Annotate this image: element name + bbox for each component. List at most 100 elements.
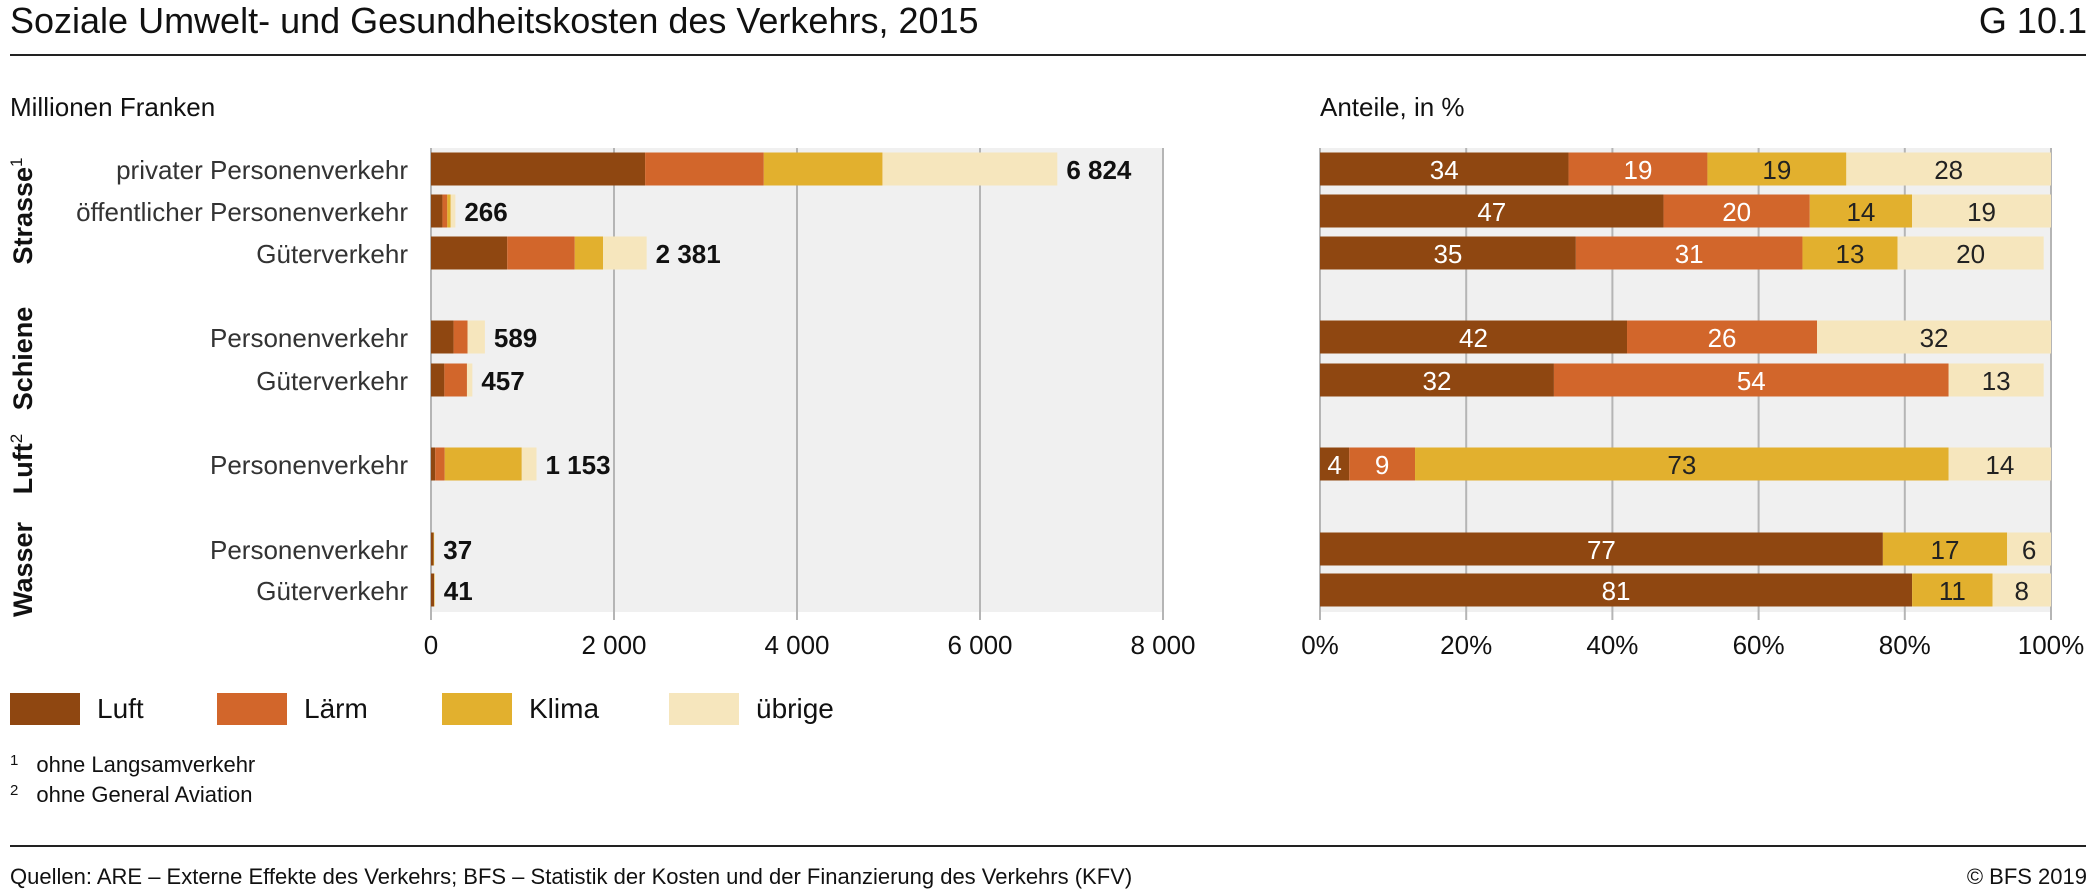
bar-pct-label: 42 [1459,323,1488,353]
bar-pct-label: 34 [1430,155,1459,185]
chart-title: Soziale Umwelt- und Gesundheitskosten de… [10,0,979,41]
bar-pct-luft [1320,152,1569,186]
bar-pct-label: 14 [1985,450,2014,480]
bar-abs-übrige [882,152,1058,186]
bar-pct-label: 73 [1667,450,1696,480]
bar-pct-übrige [1846,152,2051,186]
chart-canvas: 0 2 000 4 000 6 000 8 000 0% 20% 40% 60% 80% 100% p… [7,148,2085,660]
bar-abs-lärm [435,447,445,481]
bar-pct-label: 31 [1675,239,1704,269]
footnote-2-marker: 2 [10,782,19,799]
left-x-tick-label: 8 000 [1130,630,1195,660]
bar-pct-luft [1320,236,1576,270]
legend-label: Lärm [304,693,368,724]
bar-pct-label: 32 [1920,323,1949,353]
bar-pct-luft [1320,447,1350,481]
bar-pct-label: 19 [1762,155,1791,185]
left-x-tick-label: 2 000 [581,630,646,660]
bar-pct-label: 17 [1931,535,1960,565]
source-note: Quellen: ARE – Externe Effekte des Verke… [10,864,1133,889]
bar-abs-lärm [442,194,448,228]
bar-pct-label: 4 [1327,450,1341,480]
bar-pct-label: 6 [2022,535,2036,565]
bar-pct-label: 77 [1587,535,1616,565]
bar-abs-luft [431,573,435,607]
legend-item: übrige [669,692,834,726]
footnote-1-marker: 1 [10,752,19,769]
bar-pct-label: 35 [1433,239,1462,269]
group-label: Wasser [8,521,38,617]
left-panel-subtitle: Millionen Franken [10,92,216,122]
category-label: Personenverkehr [210,450,408,480]
bar-pct-label: 8 [2015,576,2029,606]
bar-pct-übrige [1948,363,2044,397]
bar-abs-lärm [645,152,764,186]
bar-abs-klima [447,194,451,228]
bar-pct-lärm [1568,152,1708,186]
bar-abs-übrige [466,363,473,397]
bar-pct-lärm [1575,236,1803,270]
bar-pct-luft [1320,532,1883,566]
bar-abs-klima [433,532,435,566]
category-label: privater Personenverkehr [116,155,408,185]
bar-abs-luft [431,532,434,566]
bar-pct-lärm [1349,447,1416,481]
bar-pct-lärm [1663,194,1810,228]
bar-abs-übrige [521,447,537,481]
group-label: Strasse1 [7,157,38,264]
bar-total-label: 2 381 [656,239,721,269]
bar-pct-label: 11 [1939,576,1966,606]
chart-number: G 10.1 [1978,0,2087,41]
legend-label: Klima [529,693,600,724]
bar-pct-label: 13 [1836,239,1865,269]
bar-pct-label: 20 [1722,197,1751,227]
category-label: Güterverkehr [256,366,408,396]
right-x-tick-label: 100% [2018,630,2085,660]
right-panel-subtitle: Anteile, in % [1320,92,1465,122]
bar-total-label: 457 [481,366,524,396]
bar-pct-label: 9 [1375,450,1389,480]
category-label: öffentlicher Personenverkehr [76,197,408,227]
bar-total-label: 1 153 [545,450,610,480]
bar-abs-luft [431,194,443,228]
bar-pct-klima [1882,532,2008,566]
footnote-2-text: ohne General Aviation [36,782,253,807]
bar-pct-übrige [1912,194,2051,228]
bar-pct-klima [1809,194,1913,228]
bar-total-label: 589 [494,323,537,353]
legend-swatch [10,693,80,725]
bar-abs-luft [431,363,445,397]
bar-abs-übrige [467,320,485,354]
footnote-2: 2 ohne General Aviation [10,782,252,808]
bar-pct-lärm [1553,363,1949,397]
bar-total-label: 37 [443,535,472,565]
bar-pct-übrige [1992,573,2051,607]
bar-total-label: 6 824 [1066,155,1132,185]
right-x-tick-label: 80% [1879,630,1931,660]
legend-swatch [217,693,287,725]
bar-pct-label: 26 [1708,323,1737,353]
legend-label: Luft [97,693,144,724]
bar-pct-label: 28 [1934,155,1963,185]
bar-pct-klima [1707,152,1847,186]
bar-pct-übrige [1948,447,2051,481]
bar-pct-label: 81 [1602,576,1631,606]
group-label: Luft2 [7,434,38,494]
legend-item: Luft [10,692,144,726]
bar-pct-label: 19 [1967,197,1996,227]
right-x-tick-label: 60% [1733,630,1785,660]
bar-abs-klima [763,152,883,186]
bar-abs-klima [574,236,604,270]
bar-pct-klima [1912,573,1993,607]
left-x-tick-label: 6 000 [947,630,1012,660]
bar-abs-lärm [444,363,467,397]
bar-total-label: 41 [444,576,473,606]
bar-abs-luft [431,447,436,481]
category-label: Güterverkehr [256,576,408,606]
category-label: Personenverkehr [210,535,408,565]
footnote-1-text: ohne Langsamverkehr [36,752,256,777]
bar-abs-übrige [450,194,456,228]
bar-pct-label: 14 [1846,197,1875,227]
bar-pct-klima [1802,236,1898,270]
bar-pct-luft [1320,320,1628,354]
